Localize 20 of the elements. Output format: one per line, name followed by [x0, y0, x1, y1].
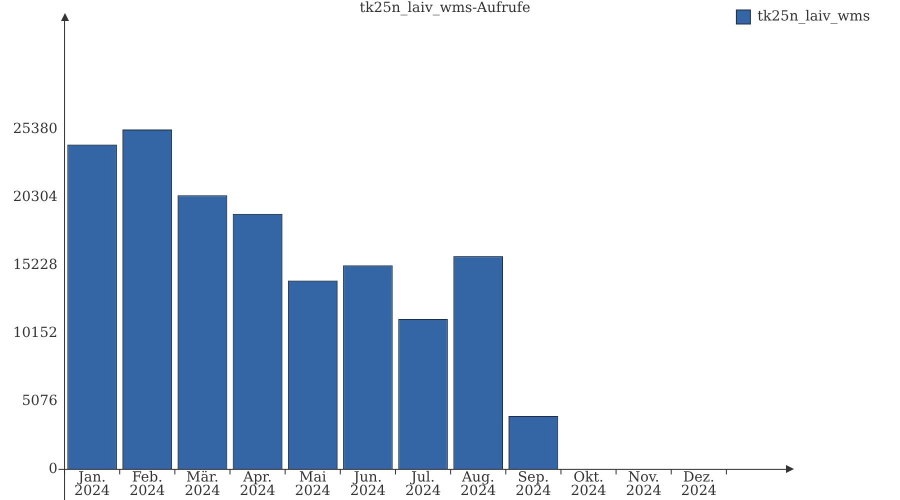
y-tick-label: 25380 [12, 121, 58, 138]
x-tick-label: Aug. 2024 [460, 470, 496, 499]
x-tick-label: Mai 2024 [294, 470, 331, 499]
chart-title: tk25n_laiv_wms-Aufrufe [360, 0, 530, 16]
x-tick-label: Mär. 2024 [184, 470, 220, 499]
y-tick-label: 0 [48, 461, 58, 478]
x-tick-label: Nov. 2024 [626, 470, 662, 499]
x-tick-label: Jun. 2024 [350, 470, 386, 499]
x-tick-label: Apr. 2024 [240, 470, 276, 499]
y-tick-label: 20304 [12, 189, 58, 206]
x-tick-label: Sep. 2024 [516, 470, 552, 499]
x-tick-label: Feb. 2024 [129, 470, 166, 499]
x-tick-label: Dez. 2024 [681, 470, 717, 499]
y-tick-label: 15228 [12, 257, 58, 274]
x-tick-label: Jul. 2024 [405, 470, 441, 499]
y-tick-label: 5076 [22, 393, 58, 410]
x-tick-label: Okt. 2024 [570, 470, 606, 499]
y-tick-label: 10152 [12, 325, 58, 342]
x-tick-label: Jan. 2024 [74, 470, 110, 499]
legend-label: tk25n_laiv_wms [757, 8, 870, 25]
